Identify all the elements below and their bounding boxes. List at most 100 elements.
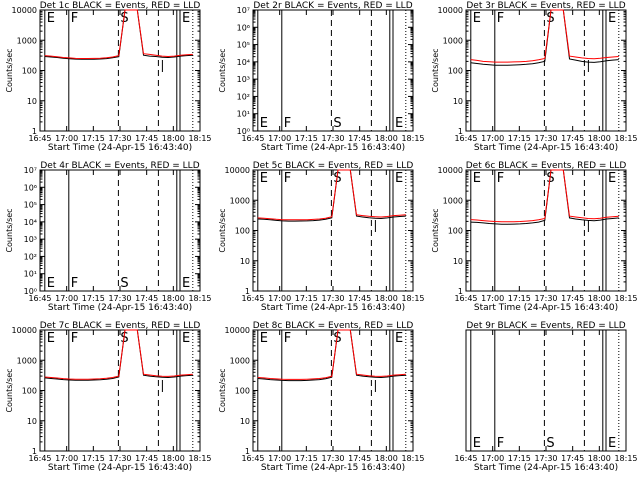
x-axis-label: Start Time (24-Apr-15 16:43:40) (48, 463, 192, 473)
x-axis-label: Start Time (24-Apr-15 16:43:40) (48, 143, 192, 153)
x-axis-label: Start Time (24-Apr-15 16:43:40) (474, 143, 618, 153)
y-tick-label: 10 (240, 417, 250, 426)
event-marker-E: E (260, 171, 268, 186)
y-axis-label: Counts/sec (5, 208, 14, 252)
event-marker-S: S (546, 436, 554, 451)
x-tick-label: 17:30 (321, 134, 344, 143)
x-tick-label: 16:45 (28, 454, 51, 463)
panel-det-2: Det 2r BLACK = Events, RED = LLD 10⁰ 10¹ 10… (218, 1, 425, 153)
y-tick-label: 1 (32, 447, 37, 456)
event-marker-E: E (182, 11, 190, 26)
x-tick-label: 18:15 (614, 454, 637, 463)
x-tick-label: 17:00 (55, 134, 78, 143)
x-tick-label: 17:15 (82, 454, 105, 463)
plot-frame (39, 9, 201, 132)
x-tick-label: 17:45 (135, 294, 158, 303)
y-tick-label: 10 (27, 97, 37, 106)
x-tick-label: 17:15 (508, 134, 531, 143)
y-tick-label: 10⁴ (237, 58, 250, 67)
x-axis-label: Start Time (24-Apr-15 16:43:40) (474, 463, 618, 473)
x-tick-label: 18:15 (188, 134, 211, 143)
y-tick-label: 1 (458, 127, 463, 136)
y-tick-label: 100 (448, 67, 463, 76)
plot-frame (465, 9, 627, 132)
event-marker-F: F (284, 116, 291, 131)
panel-title: Det 3r BLACK = Events, RED = LLD (466, 1, 625, 11)
panel-title: Det 5c BLACK = Events, RED = LLD (253, 161, 414, 171)
panel-det-7: Det 7c BLACK = Events, RED = LLD 1 10 100 10… (5, 321, 212, 473)
plot-frame (39, 169, 201, 292)
x-tick-label: 17:15 (508, 294, 531, 303)
series-lld-line (470, 9, 619, 63)
panel-title: Det 6c BLACK = Events, RED = LLD (466, 161, 627, 171)
y-tick-label: 10³ (24, 235, 37, 244)
x-axis-label: Start Time (24-Apr-15 16:43:40) (261, 143, 405, 153)
x-tick-label: 16:45 (28, 134, 51, 143)
y-tick-label: 1 (245, 287, 250, 296)
plot-frame (465, 169, 627, 292)
y-tick-label: 1 (32, 127, 37, 136)
x-tick-label: 17:45 (135, 454, 158, 463)
x-tick-label: 17:15 (508, 454, 531, 463)
x-tick-label: 17:30 (108, 454, 131, 463)
x-tick-label: 17:45 (348, 134, 371, 143)
x-tick-label: 17:00 (268, 294, 291, 303)
x-tick-label: 17:00 (268, 134, 291, 143)
x-tick-label: 17:00 (481, 134, 504, 143)
event-marker-E: E (47, 276, 55, 291)
y-axis-label: Counts/sec (5, 368, 14, 412)
x-tick-label: 16:45 (241, 294, 264, 303)
plot-frame (252, 9, 414, 132)
x-tick-label: 18:00 (162, 134, 185, 143)
x-tick-label: 17:30 (321, 454, 344, 463)
event-marker-E: E (473, 436, 481, 451)
panel-title: Det 7c BLACK = Events, RED = LLD (40, 321, 201, 331)
plot-frame (252, 329, 414, 452)
event-marker-E: E (260, 331, 268, 346)
y-tick-label: 1000 (17, 356, 37, 365)
event-marker-E: E (182, 276, 190, 291)
y-tick-label: 10000 (225, 326, 250, 335)
event-marker-F: F (284, 331, 291, 346)
x-tick-label: 18:00 (162, 454, 185, 463)
panel-title: Det 1c BLACK = Events, RED = LLD (40, 1, 201, 11)
y-tick-label: 10⁵ (24, 201, 37, 210)
y-tick-label: 10000 (438, 6, 463, 15)
y-tick-label: 1000 (443, 196, 463, 205)
panel-det-8: Det 8c BLACK = Events, RED = LLD 1 10 100 10… (218, 321, 425, 473)
y-tick-label: 1 (458, 287, 463, 296)
y-tick-label: 1 (245, 447, 250, 456)
plot-frame (252, 169, 414, 292)
x-axis-label: Start Time (24-Apr-15 16:43:40) (48, 303, 192, 313)
y-axis-label: Counts/sec (218, 368, 227, 412)
x-tick-label: 17:15 (295, 454, 318, 463)
event-marker-E: E (608, 436, 616, 451)
panel-title: Det 2r BLACK = Events, RED = LLD (253, 1, 412, 11)
event-marker-F: F (71, 331, 78, 346)
y-tick-label: 10⁶ (24, 183, 37, 192)
y-tick-label: 10000 (12, 6, 37, 15)
event-marker-E: E (260, 116, 268, 131)
event-marker-F: F (497, 171, 504, 186)
x-tick-label: 18:15 (401, 134, 424, 143)
x-tick-label: 17:45 (561, 454, 584, 463)
x-tick-label: 17:30 (321, 294, 344, 303)
x-tick-label: 17:00 (481, 294, 504, 303)
event-marker-F: F (497, 436, 504, 451)
event-marker-E: E (47, 11, 55, 26)
y-tick-label: 10 (453, 257, 463, 266)
x-tick-label: 16:45 (454, 134, 477, 143)
x-tick-label: 18:15 (188, 294, 211, 303)
x-tick-label: 18:15 (614, 134, 637, 143)
x-tick-label: 17:30 (108, 294, 131, 303)
y-tick-label: 10 (27, 417, 37, 426)
series-events-line (257, 169, 406, 222)
series-events-line (257, 329, 406, 382)
y-tick-label: 10⁶ (237, 23, 250, 32)
event-marker-E: E (608, 11, 616, 26)
x-tick-label: 18:00 (375, 454, 398, 463)
event-marker-S: S (333, 116, 341, 131)
event-marker-F: F (284, 171, 291, 186)
y-axis-label: Counts/sec (431, 48, 440, 92)
